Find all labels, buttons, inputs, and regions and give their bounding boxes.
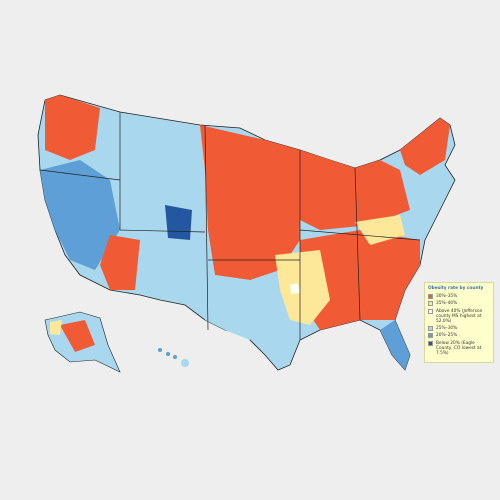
legend-item: 35%–40% [428, 301, 490, 307]
hawaii [158, 348, 189, 367]
legend: Obesity rate by county 30%–35% 35%–40% Abo… [424, 282, 494, 364]
region-midwest-orange [300, 150, 410, 230]
legend-item: 20%–25% [428, 333, 490, 339]
region-jefferson [290, 283, 300, 294]
region-colorado-dark [165, 205, 192, 240]
region-northwest-orange [45, 95, 100, 160]
legend-item: 25%–30% [428, 326, 490, 332]
alaska-orange [60, 320, 95, 352]
hawaii-island [158, 348, 162, 352]
legend-label: Above 40% (Jefferson county MS highest a… [436, 308, 483, 325]
legend-item: Above 40% (Jefferson county MS highest a… [428, 308, 490, 325]
state-borders [39, 112, 421, 340]
region-southwest-orange [100, 235, 140, 290]
alaska-yellow [50, 320, 62, 335]
legend-swatch [428, 308, 433, 314]
legend-label: 25%–30% [436, 326, 458, 332]
legend-swatch [428, 340, 433, 346]
legend-swatch [428, 294, 433, 300]
hawaii-island [181, 359, 189, 367]
legend-label: 20%–25% [436, 333, 458, 339]
region-texas-blue [195, 275, 260, 340]
region-northeast-orange [400, 118, 450, 175]
legend-item: 30%–35% [428, 294, 490, 300]
legend-item: Below 20% (Eagle County, CO lowest at 7.… [428, 340, 490, 357]
region-florida-blue [380, 320, 410, 370]
region-west-mid [40, 160, 120, 270]
legend-label: 35%–40% [436, 301, 458, 307]
legend-label: 30%–35% [436, 294, 458, 300]
legend-items: 30%–35% 35%–40% Above 40% (Jefferson count… [428, 294, 490, 356]
region-southeast-orange [300, 230, 420, 330]
legend-swatch [428, 301, 433, 307]
hawaii-island [166, 352, 170, 356]
legend-swatch [428, 326, 433, 332]
legend-label: Below 20% (Eagle County, CO lowest at 7.… [436, 340, 482, 357]
region-delta-yellow [275, 250, 330, 325]
us-map [37, 94, 456, 373]
legend-swatch [428, 333, 433, 339]
region-plains-orange [200, 125, 300, 280]
hawaii-island [173, 355, 177, 359]
legend-title: Obesity rate by county [428, 286, 484, 291]
